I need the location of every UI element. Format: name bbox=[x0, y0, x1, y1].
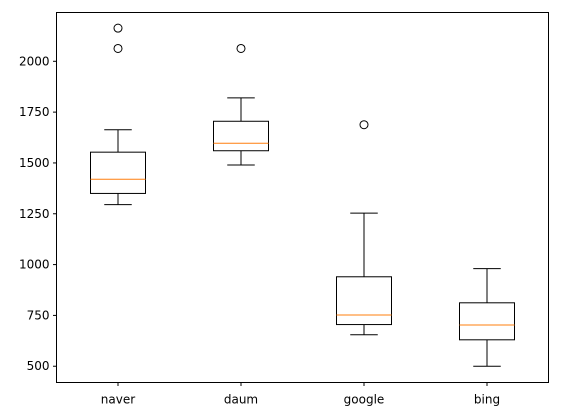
axes: 500 750 1000 1250 1500 1750 2000 naver daum googl… bbox=[19, 12, 549, 407]
box-naver bbox=[90, 23, 146, 206]
flier-point bbox=[113, 43, 123, 53]
box-daum bbox=[213, 43, 269, 166]
flier-point bbox=[113, 23, 123, 33]
iqr-box bbox=[336, 276, 392, 326]
y-tick-label: 1750 bbox=[19, 105, 50, 119]
box-bing bbox=[459, 268, 515, 367]
x-tick-label: naver bbox=[101, 393, 135, 407]
y-tick-label: 500 bbox=[27, 359, 50, 373]
y-tick-label: 1250 bbox=[19, 207, 50, 221]
box-google bbox=[336, 120, 392, 336]
flier-point bbox=[236, 43, 246, 53]
x-tick-label: google bbox=[344, 393, 385, 407]
plot-frame bbox=[56, 12, 549, 383]
flier-point bbox=[359, 120, 369, 130]
y-tick-label: 1000 bbox=[19, 258, 50, 272]
iqr-box bbox=[459, 302, 515, 341]
y-tick-label: 1500 bbox=[19, 156, 50, 170]
y-tick-label: 750 bbox=[27, 308, 50, 322]
plot-marks bbox=[90, 23, 515, 367]
x-tick-label: bing bbox=[474, 393, 500, 407]
iqr-box bbox=[213, 120, 269, 152]
y-tick-label: 2000 bbox=[19, 54, 50, 68]
x-tick-label: daum bbox=[224, 393, 258, 407]
iqr-box bbox=[90, 151, 146, 194]
